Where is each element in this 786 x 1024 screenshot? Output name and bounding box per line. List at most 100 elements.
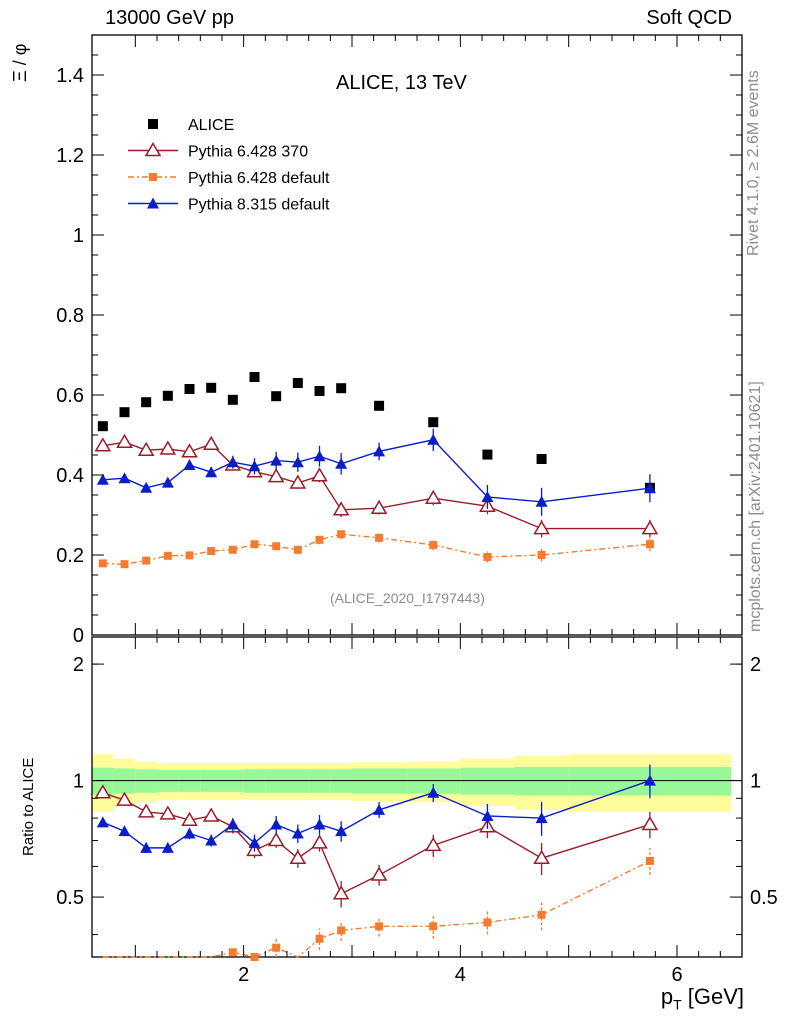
data-point xyxy=(159,440,177,455)
ratio-point xyxy=(205,834,218,846)
y-tick-label: 0.2 xyxy=(56,545,84,567)
data-point xyxy=(183,459,196,470)
data-point xyxy=(337,530,346,539)
ratio-point xyxy=(337,926,346,935)
ratio-point xyxy=(228,948,237,957)
ratio-point xyxy=(161,841,174,853)
data-point xyxy=(118,472,131,484)
data-point xyxy=(370,499,388,514)
data-point xyxy=(202,435,220,450)
ratio-point xyxy=(375,922,384,931)
legend-marker xyxy=(149,173,157,181)
ratio-point xyxy=(424,836,442,852)
data-point xyxy=(228,545,237,554)
ratio-tick-label-left: 2 xyxy=(73,654,84,676)
x-axis-label: pT [GeV] xyxy=(660,984,744,1013)
data-point xyxy=(141,397,152,408)
data-point xyxy=(293,545,302,554)
ratio-band-inner xyxy=(514,766,569,796)
data-point xyxy=(291,456,304,468)
series-pythia-6-428-370 xyxy=(94,433,659,538)
data-point xyxy=(289,474,307,489)
ratio-tick-label-right: 0.5 xyxy=(750,887,778,909)
y-tick-label: 1.4 xyxy=(56,65,84,87)
y-tick-label: 0.4 xyxy=(56,465,84,487)
data-point xyxy=(537,551,546,559)
data-point xyxy=(427,433,440,445)
data-point xyxy=(272,542,281,551)
data-point xyxy=(315,535,324,544)
x-tick-label: 4 xyxy=(455,964,466,986)
y-tick-label: 0.6 xyxy=(56,385,84,407)
ratio-point xyxy=(140,841,153,853)
ratio-point xyxy=(137,803,155,818)
series-line xyxy=(102,533,650,565)
data-point xyxy=(375,533,384,542)
ratio-point xyxy=(291,827,304,839)
data-point xyxy=(311,467,328,482)
ratio-point xyxy=(272,943,281,952)
legend-label: Pythia 8.315 default xyxy=(188,197,330,214)
ratio-point xyxy=(183,827,196,839)
data-point xyxy=(227,394,238,405)
data-point xyxy=(332,501,350,516)
legend-label: Pythia 6.428 370 xyxy=(188,144,308,161)
x-tick-label: 2 xyxy=(238,964,249,986)
data-point xyxy=(207,547,216,555)
ratio-point xyxy=(181,811,198,826)
data-point xyxy=(424,489,442,504)
data-point xyxy=(98,559,107,568)
ratio-point xyxy=(159,805,177,820)
y-tick-label: 1 xyxy=(73,225,84,247)
x-tick-label: 6 xyxy=(671,964,682,986)
data-point xyxy=(535,495,548,507)
data-point xyxy=(142,556,151,565)
data-point xyxy=(120,560,129,569)
data-point xyxy=(482,449,493,460)
ratio-point xyxy=(250,953,259,961)
ratio-point xyxy=(226,818,239,830)
data-point xyxy=(270,454,283,466)
ratio-point xyxy=(116,791,133,806)
data-point xyxy=(119,407,130,418)
ratio-point xyxy=(313,818,326,830)
data-point xyxy=(140,481,153,493)
collision-label: 13000 GeV pp xyxy=(105,7,234,29)
data-point xyxy=(313,450,326,462)
data-point xyxy=(533,520,550,535)
axis-ticks: 2 4 6 0 0.2 0.4 0.6 0.8 1 1.2 1.4 0.5 0.5 1 1 2 2 xyxy=(56,34,778,986)
data-point xyxy=(428,417,439,428)
data-point xyxy=(645,540,654,549)
legend-entry: ALICE xyxy=(148,117,234,134)
ratio-uncertainty-bands xyxy=(92,754,742,812)
data-point xyxy=(116,433,133,448)
data-point xyxy=(267,468,285,483)
analysis-label: (ALICE_2020_I1797443) xyxy=(330,590,485,606)
data-point xyxy=(314,386,325,396)
data-point xyxy=(249,372,260,382)
ratio-point xyxy=(429,922,438,931)
ratio-series-pythia-6-428-default xyxy=(102,847,654,961)
data-point xyxy=(250,540,259,549)
data-point xyxy=(163,551,172,560)
ratio-tick-label-right: 2 xyxy=(750,654,761,676)
data-point xyxy=(643,482,656,494)
data-point xyxy=(205,466,218,478)
ratio-point xyxy=(118,825,131,837)
data-point xyxy=(641,520,659,535)
ratio-tick-label-left: 0.5 xyxy=(56,887,84,909)
legend-marker xyxy=(144,142,162,157)
mcplots-source-label: mcplots.cern.ch [arXiv:2401.10621] xyxy=(747,381,764,632)
data-point xyxy=(162,390,173,401)
data-point xyxy=(335,457,348,469)
ratio-point xyxy=(94,784,112,799)
y-tick-label: 0.8 xyxy=(56,305,84,327)
ratio-point xyxy=(643,774,656,786)
ratio-point xyxy=(96,816,109,828)
ratio-series-pythia-8-315-default xyxy=(96,764,656,853)
data-point xyxy=(97,421,108,432)
ratio-point xyxy=(311,834,328,849)
ratio-point xyxy=(533,849,550,864)
plot-title: ALICE, 13 TeV xyxy=(336,72,467,94)
